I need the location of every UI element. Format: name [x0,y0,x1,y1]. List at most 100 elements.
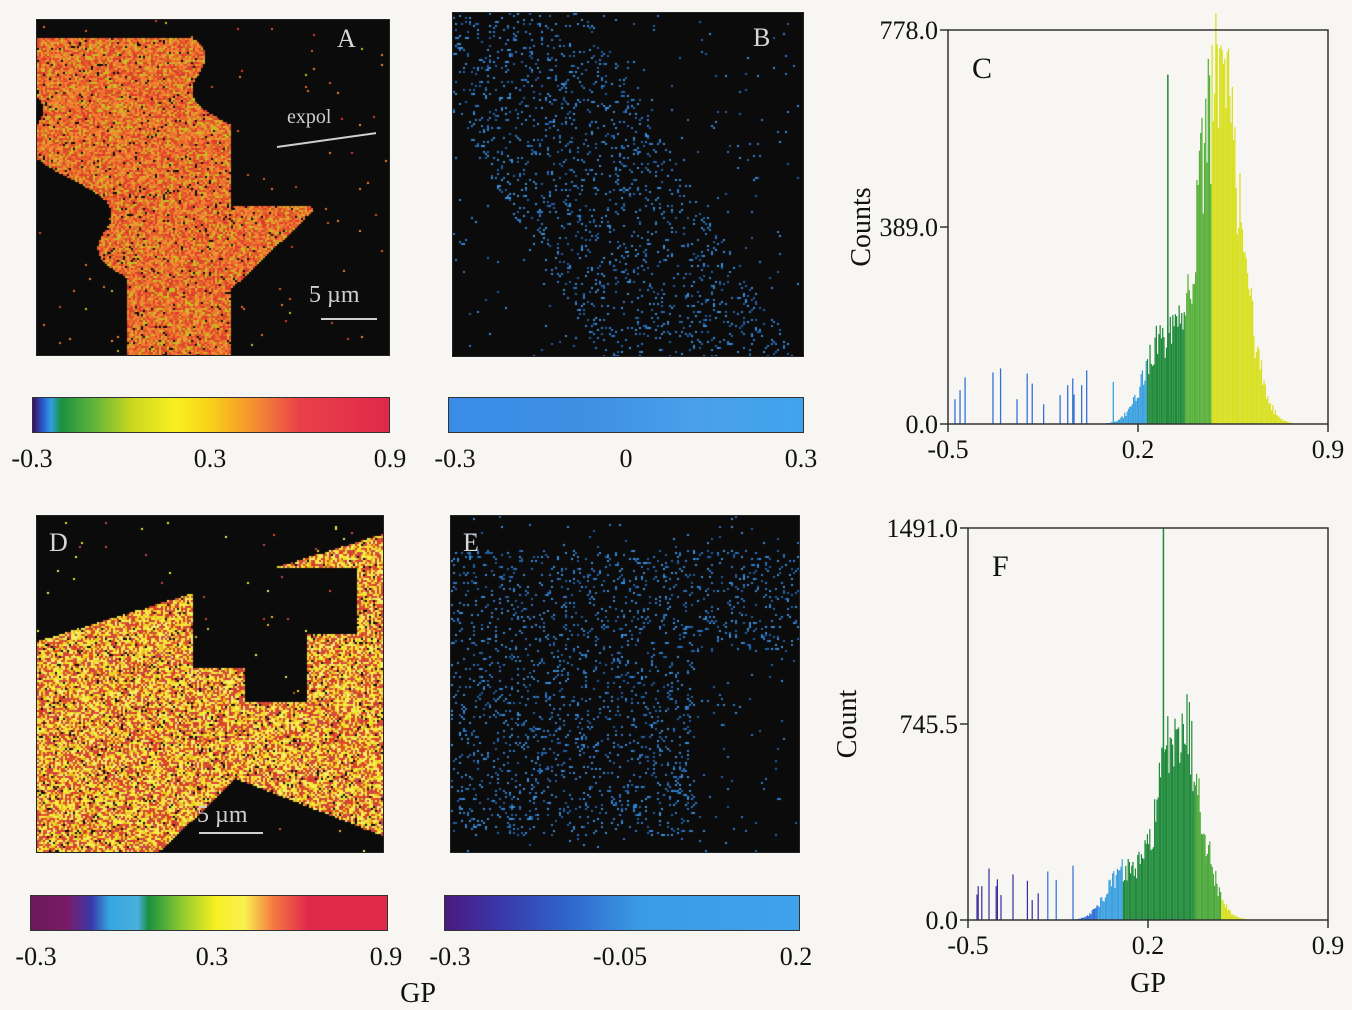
histogram-f-bar [1119,870,1120,920]
histogram-f-bar [1136,878,1137,920]
histogram-c-bar [1243,252,1244,424]
histogram-c-bar [1222,50,1223,424]
histogram-f-bar [1209,841,1210,920]
histogram-c-bar [1251,288,1252,424]
histogram-f-bar [1226,904,1227,920]
histogram-c-bar [1199,151,1200,424]
histogram-f-bar [1144,840,1145,920]
colorbar-a [32,397,390,433]
micrograph-b: B [452,12,804,357]
histogram-c-bar [1127,412,1128,424]
histogram-c-bar [1120,418,1121,424]
histogram-c-bar [1122,416,1123,424]
histogram-f-bar [1201,834,1202,920]
histogram-f-bar [1131,866,1132,920]
colorbar-e-tick-max: 0.2 [780,942,813,972]
histogram-f-bar [1104,901,1105,920]
histogram-c-bar [1166,348,1167,424]
histogram-c-bar [1158,334,1159,424]
histogram-c-bar [1180,324,1181,424]
histogram-c-bar [1176,316,1177,424]
histogram-f-bar [1143,859,1144,920]
histogram-c-bar [1129,407,1130,424]
colorbar-d-tick-min: -0.3 [15,942,56,972]
histogram-c-bar [1000,368,1001,424]
micrograph-e: E [450,515,800,853]
scalebar-label-d: 5 µm [197,802,248,829]
micrograph-d: D 5 µm [36,515,384,853]
histogram-c-bar [1153,365,1154,424]
histogram-f-bar [1167,716,1168,920]
histogram-f-bar [1112,873,1113,920]
histogram-f-bar [1216,884,1217,920]
histogram-f-bar [1218,896,1219,920]
histogram-c-bar [1230,123,1231,424]
histogram-c-bar [992,372,993,424]
histogram-f-bar [1194,782,1195,920]
histogram-c-bar [1160,325,1161,424]
histogram-c-bar [1275,410,1276,424]
histogram-f-bar [1220,892,1221,920]
histogram-c-bar [1134,395,1135,424]
histogram-c-bar [1162,328,1163,424]
histogram-f-bar [1038,893,1039,920]
colorbar-d-tick-mid: 0.3 [196,942,229,972]
histogram-f-bar [1123,881,1124,920]
histogram-c-bar [1227,52,1228,424]
histogram-c-bar [1219,48,1220,424]
histogram-f-bar [1032,900,1033,920]
histogram-f-bar [1092,910,1093,920]
histogram-c-bar [1252,301,1253,424]
histogram-c-bar [1043,404,1044,424]
histogram-f-bar [1113,871,1114,920]
histogram-c-bar [1256,352,1257,424]
histogram-c-bar [1215,13,1216,424]
histogram-f-bar [1102,901,1103,920]
histogram-f-bar [1122,859,1123,920]
colorbar-a-tick-min: -0.3 [11,444,52,474]
histogram-f-bar [1093,909,1094,920]
histogram-f-xtick-label: 0.2 [1132,931,1165,960]
histogram-c-bar [1238,228,1239,424]
histogram-c-bar [1233,140,1234,424]
histogram-f-bar [1225,907,1226,920]
histogram-c-bar [1182,329,1183,424]
histogram-c-bar [1258,349,1259,424]
panel-label-b: B [753,23,770,53]
histogram-f-bar [1172,745,1173,920]
histogram-c-bar [1217,44,1218,424]
histogram-f-bar [1222,900,1223,920]
histogram-f-bar [1227,910,1228,920]
histogram-f-bar [988,868,989,920]
histogram-c-bar [1247,273,1248,424]
histogram-f-bar [1178,727,1179,920]
histogram-c-bar [1241,222,1242,424]
histogram-c-bar [1268,404,1269,424]
histogram-f-bar [1158,797,1159,920]
histogram-f-bar [1140,864,1141,920]
histogram-f-bar [1231,914,1232,920]
histogram-c-bar [1143,385,1144,424]
histogram-c-bar [1027,374,1028,424]
colorbar-a-tick-mid: 0.3 [194,444,227,474]
histogram-f-bar [1174,719,1175,920]
histogram-c-bar [1203,214,1204,424]
histogram-c-ytick-label: 778.0 [880,16,939,45]
histogram-c-bar [1218,128,1219,424]
histogram-f-bar [1221,899,1222,920]
histogram-f-bar [1147,834,1148,920]
histogram-c-bar [1224,59,1225,424]
histogram-f-bar [1107,893,1108,920]
histogram-c-bar [1237,234,1238,424]
histogram-c-bar [1220,45,1221,424]
histogram-c-bar [1249,296,1250,424]
histogram-f-bar [1089,913,1090,920]
histogram-c-bar [1144,380,1145,424]
histogram-f-bar [1152,849,1153,920]
histogram-c-bar [1205,99,1206,424]
histogram-c-bar [1225,108,1226,424]
histogram-c-bar [1204,143,1205,424]
colorbar-d [30,895,388,931]
histogram-c-bar [1210,184,1211,424]
histogram-f-bar [1101,897,1102,920]
